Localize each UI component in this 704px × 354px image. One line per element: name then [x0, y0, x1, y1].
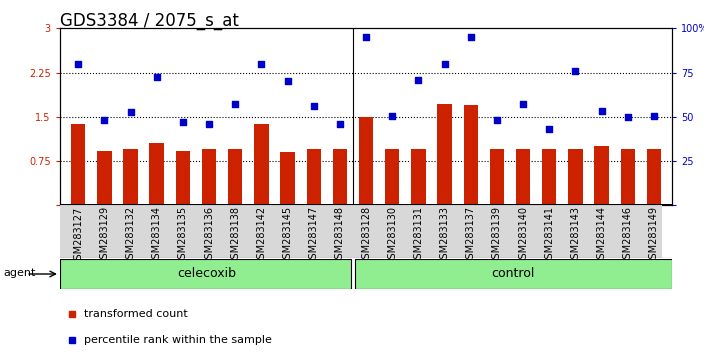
Text: celecoxib: celecoxib: [177, 268, 236, 280]
Text: GSM283143: GSM283143: [570, 206, 581, 265]
Point: [360, 34, 372, 40]
Text: GSM283146: GSM283146: [623, 206, 633, 265]
Bar: [621, 149, 635, 205]
Point: [99, 118, 110, 123]
Bar: [60, 259, 351, 289]
Bar: [254, 124, 269, 205]
Bar: [176, 151, 190, 205]
Bar: [385, 149, 399, 205]
Text: GDS3384 / 2075_s_at: GDS3384 / 2075_s_at: [60, 12, 239, 30]
Point: [517, 101, 529, 107]
Bar: [228, 149, 242, 205]
Point: [203, 121, 215, 127]
Text: GSM283134: GSM283134: [151, 206, 162, 265]
Point: [648, 113, 660, 119]
Point: [334, 121, 346, 127]
Point: [256, 61, 267, 67]
Bar: [71, 124, 85, 205]
Bar: [123, 149, 138, 205]
Point: [413, 78, 424, 83]
Text: GSM283141: GSM283141: [544, 206, 554, 265]
Bar: [202, 149, 216, 205]
Bar: [594, 146, 609, 205]
Point: [465, 34, 477, 40]
Bar: [359, 117, 373, 205]
Bar: [411, 149, 426, 205]
Text: agent: agent: [4, 268, 36, 278]
Bar: [97, 151, 111, 205]
Text: GSM283140: GSM283140: [518, 206, 528, 265]
Point: [596, 108, 608, 114]
Point: [125, 109, 136, 115]
Bar: [516, 149, 530, 205]
Bar: [490, 149, 504, 205]
Point: [308, 103, 320, 109]
Point: [230, 101, 241, 107]
Text: GSM283135: GSM283135: [178, 206, 188, 266]
Point: [570, 68, 581, 74]
Text: GSM283130: GSM283130: [387, 206, 397, 265]
Text: GSM283131: GSM283131: [413, 206, 423, 265]
Text: GSM283133: GSM283133: [439, 206, 450, 265]
Bar: [333, 149, 347, 205]
Bar: [568, 149, 583, 205]
Text: GSM283148: GSM283148: [335, 206, 345, 265]
Bar: [280, 152, 295, 205]
Bar: [542, 149, 556, 205]
Bar: [647, 149, 661, 205]
Bar: [149, 143, 164, 205]
Point: [439, 61, 451, 67]
Point: [386, 113, 398, 119]
Text: transformed count: transformed count: [84, 309, 188, 319]
Bar: [355, 259, 672, 289]
Text: GSM283129: GSM283129: [99, 206, 109, 266]
Text: GSM283145: GSM283145: [282, 206, 293, 266]
Bar: [437, 104, 452, 205]
Point: [151, 74, 163, 80]
Point: [491, 118, 503, 123]
Text: percentile rank within the sample: percentile rank within the sample: [84, 335, 272, 345]
Point: [73, 61, 84, 67]
Bar: [463, 105, 478, 205]
Text: GSM283139: GSM283139: [492, 206, 502, 265]
Text: control: control: [491, 268, 534, 280]
Text: GSM283138: GSM283138: [230, 206, 240, 265]
Text: GSM283149: GSM283149: [649, 206, 659, 265]
Bar: [306, 149, 321, 205]
Point: [282, 79, 293, 84]
Text: GSM283144: GSM283144: [597, 206, 607, 265]
Text: GSM283137: GSM283137: [466, 206, 476, 266]
Text: GSM283147: GSM283147: [309, 206, 319, 266]
Point: [622, 114, 634, 120]
Point: [543, 126, 555, 131]
Point: [177, 119, 189, 124]
Text: GSM283127: GSM283127: [73, 206, 83, 266]
Text: GSM283132: GSM283132: [125, 206, 135, 266]
Text: GSM283136: GSM283136: [204, 206, 214, 265]
Text: GSM283142: GSM283142: [256, 206, 266, 266]
Text: GSM283128: GSM283128: [361, 206, 371, 266]
